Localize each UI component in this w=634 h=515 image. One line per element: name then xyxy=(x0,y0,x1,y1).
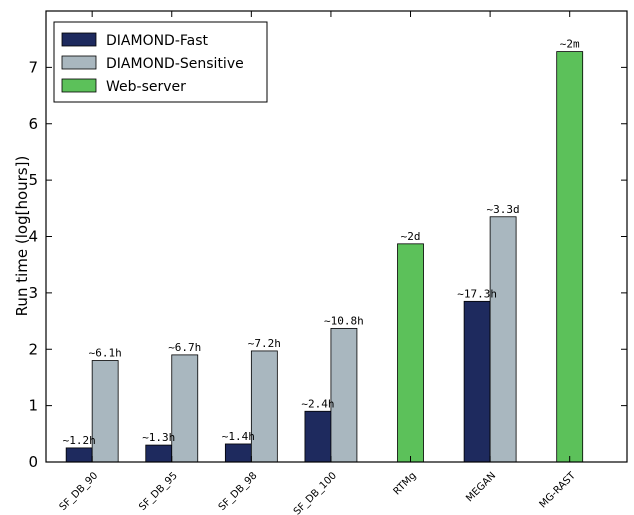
y-tick-label: 0 xyxy=(28,453,38,471)
y-tick-label: 4 xyxy=(28,228,38,246)
y-axis: 0 1 2 3 4 5 6 7 xyxy=(28,58,627,471)
x-tick-label: SF_DB_100 xyxy=(292,470,339,515)
x-tick-label: RTMg xyxy=(392,470,419,497)
y-tick-label: 3 xyxy=(28,284,38,302)
legend-label: DIAMOND-Sensitive xyxy=(106,56,244,72)
bar-diamond-fast-megan xyxy=(463,300,491,463)
data-label: ~17.3h xyxy=(457,287,497,300)
legend-label: Web-server xyxy=(106,79,186,95)
bar-diamond-fast-sf-db-90 xyxy=(65,447,93,463)
data-label: ~1.3h xyxy=(142,431,175,444)
x-tick-label: SF_DB_90 xyxy=(58,470,101,513)
bar-diamond-sensitive-sf-db-95 xyxy=(171,354,199,463)
data-label: ~3.3d xyxy=(487,203,520,216)
y-axis-label: Run time (log[hours]) xyxy=(13,156,31,317)
bar-web-server-mg-rast xyxy=(556,51,584,463)
data-labels-layer: ~1.2h ~6.1h ~1.3h ~6.7h ~1.4h ~7.2h ~2.4h ~10.8… xyxy=(63,38,580,447)
legend-label: DIAMOND-Fast xyxy=(106,33,209,49)
x-tick-label: SF_DB_98 xyxy=(217,470,260,513)
data-label: ~1.2h xyxy=(63,434,96,447)
y-tick-label: 6 xyxy=(28,115,38,133)
x-tick-label: SF_DB_95 xyxy=(137,470,180,513)
bars-layer xyxy=(65,51,584,463)
y-tick-label: 1 xyxy=(28,397,38,415)
bar-diamond-sensitive-sf-db-90 xyxy=(91,360,119,463)
data-label: ~6.1h xyxy=(89,347,122,360)
legend-swatch xyxy=(61,55,97,70)
data-label: ~2m xyxy=(560,38,580,51)
x-tick-label: MG-RAST xyxy=(538,470,579,511)
data-label: ~6.7h xyxy=(168,341,201,354)
y-tick-label: 5 xyxy=(28,171,38,189)
bar-diamond-sensitive-sf-db-100 xyxy=(330,327,358,463)
data-label: ~2.4h xyxy=(301,397,334,410)
legend: DIAMOND-Fast DIAMOND-Sensitive Web-server xyxy=(53,21,268,103)
bar-web-server-rtmg xyxy=(397,243,424,463)
bar-diamond-fast-sf-db-95 xyxy=(145,444,173,463)
legend-swatch xyxy=(61,78,97,93)
x-tick-label: MEGAN xyxy=(464,470,498,504)
data-label: ~1.4h xyxy=(222,430,255,443)
bar-diamond-fast-sf-db-98 xyxy=(224,443,252,463)
bar-diamond-sensitive-sf-db-98 xyxy=(250,350,278,463)
data-label: ~7.2h xyxy=(248,337,281,350)
legend-swatch xyxy=(61,32,97,47)
bar-diamond-sensitive-megan xyxy=(489,216,517,463)
data-label: ~2d xyxy=(401,230,421,243)
bar-diamond-fast-sf-db-100 xyxy=(304,410,332,463)
y-tick-label: 2 xyxy=(28,340,38,358)
data-label: ~10.8h xyxy=(324,314,364,327)
y-tick-label: 7 xyxy=(28,58,38,76)
